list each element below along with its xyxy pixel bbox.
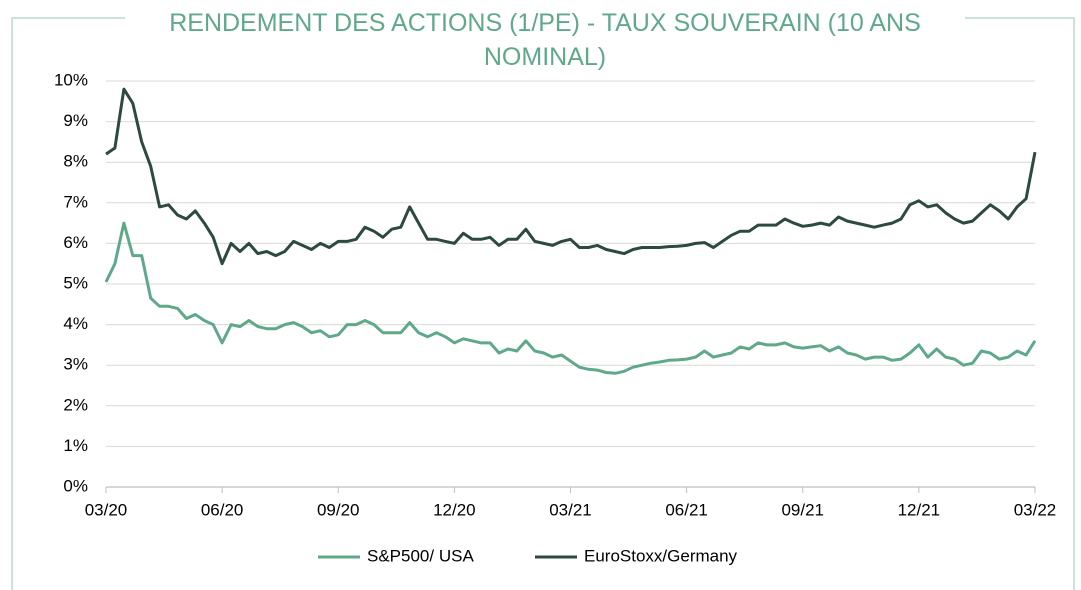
series-line xyxy=(104,221,1037,375)
x-tick-label: 12/21 xyxy=(898,500,941,519)
legend-label: EuroStoxx/Germany xyxy=(584,546,738,565)
x-tick-label: 06/20 xyxy=(201,500,244,519)
x-tick-label: 03/22 xyxy=(1014,500,1057,519)
y-tick-label: 8% xyxy=(63,152,88,171)
legend-label: S&P500/ USA xyxy=(367,546,474,565)
x-tick-label: 06/21 xyxy=(665,500,708,519)
x-tick-label: 03/20 xyxy=(85,500,128,519)
y-tick-label: 9% xyxy=(63,111,88,130)
x-tick-label: 09/21 xyxy=(781,500,824,519)
y-tick-label: 6% xyxy=(63,233,88,252)
y-tick-label: 7% xyxy=(63,192,88,211)
y-tick-label: 5% xyxy=(63,273,88,292)
y-tick-label: 3% xyxy=(63,355,88,374)
x-tick-label: 09/20 xyxy=(317,500,360,519)
y-tick-label: 4% xyxy=(63,314,88,333)
y-tick-label: 0% xyxy=(63,476,88,495)
x-tick-label: 03/21 xyxy=(549,500,592,519)
y-tick-label: 10% xyxy=(54,70,88,89)
chart-title: RENDEMENT DES ACTIONS (1/PE) - TAUX SOUV… xyxy=(125,6,965,74)
y-tick-label: 2% xyxy=(63,395,88,414)
series-line xyxy=(105,87,1037,266)
x-tick-label: 12/20 xyxy=(433,500,476,519)
y-tick-label: 1% xyxy=(63,436,88,455)
